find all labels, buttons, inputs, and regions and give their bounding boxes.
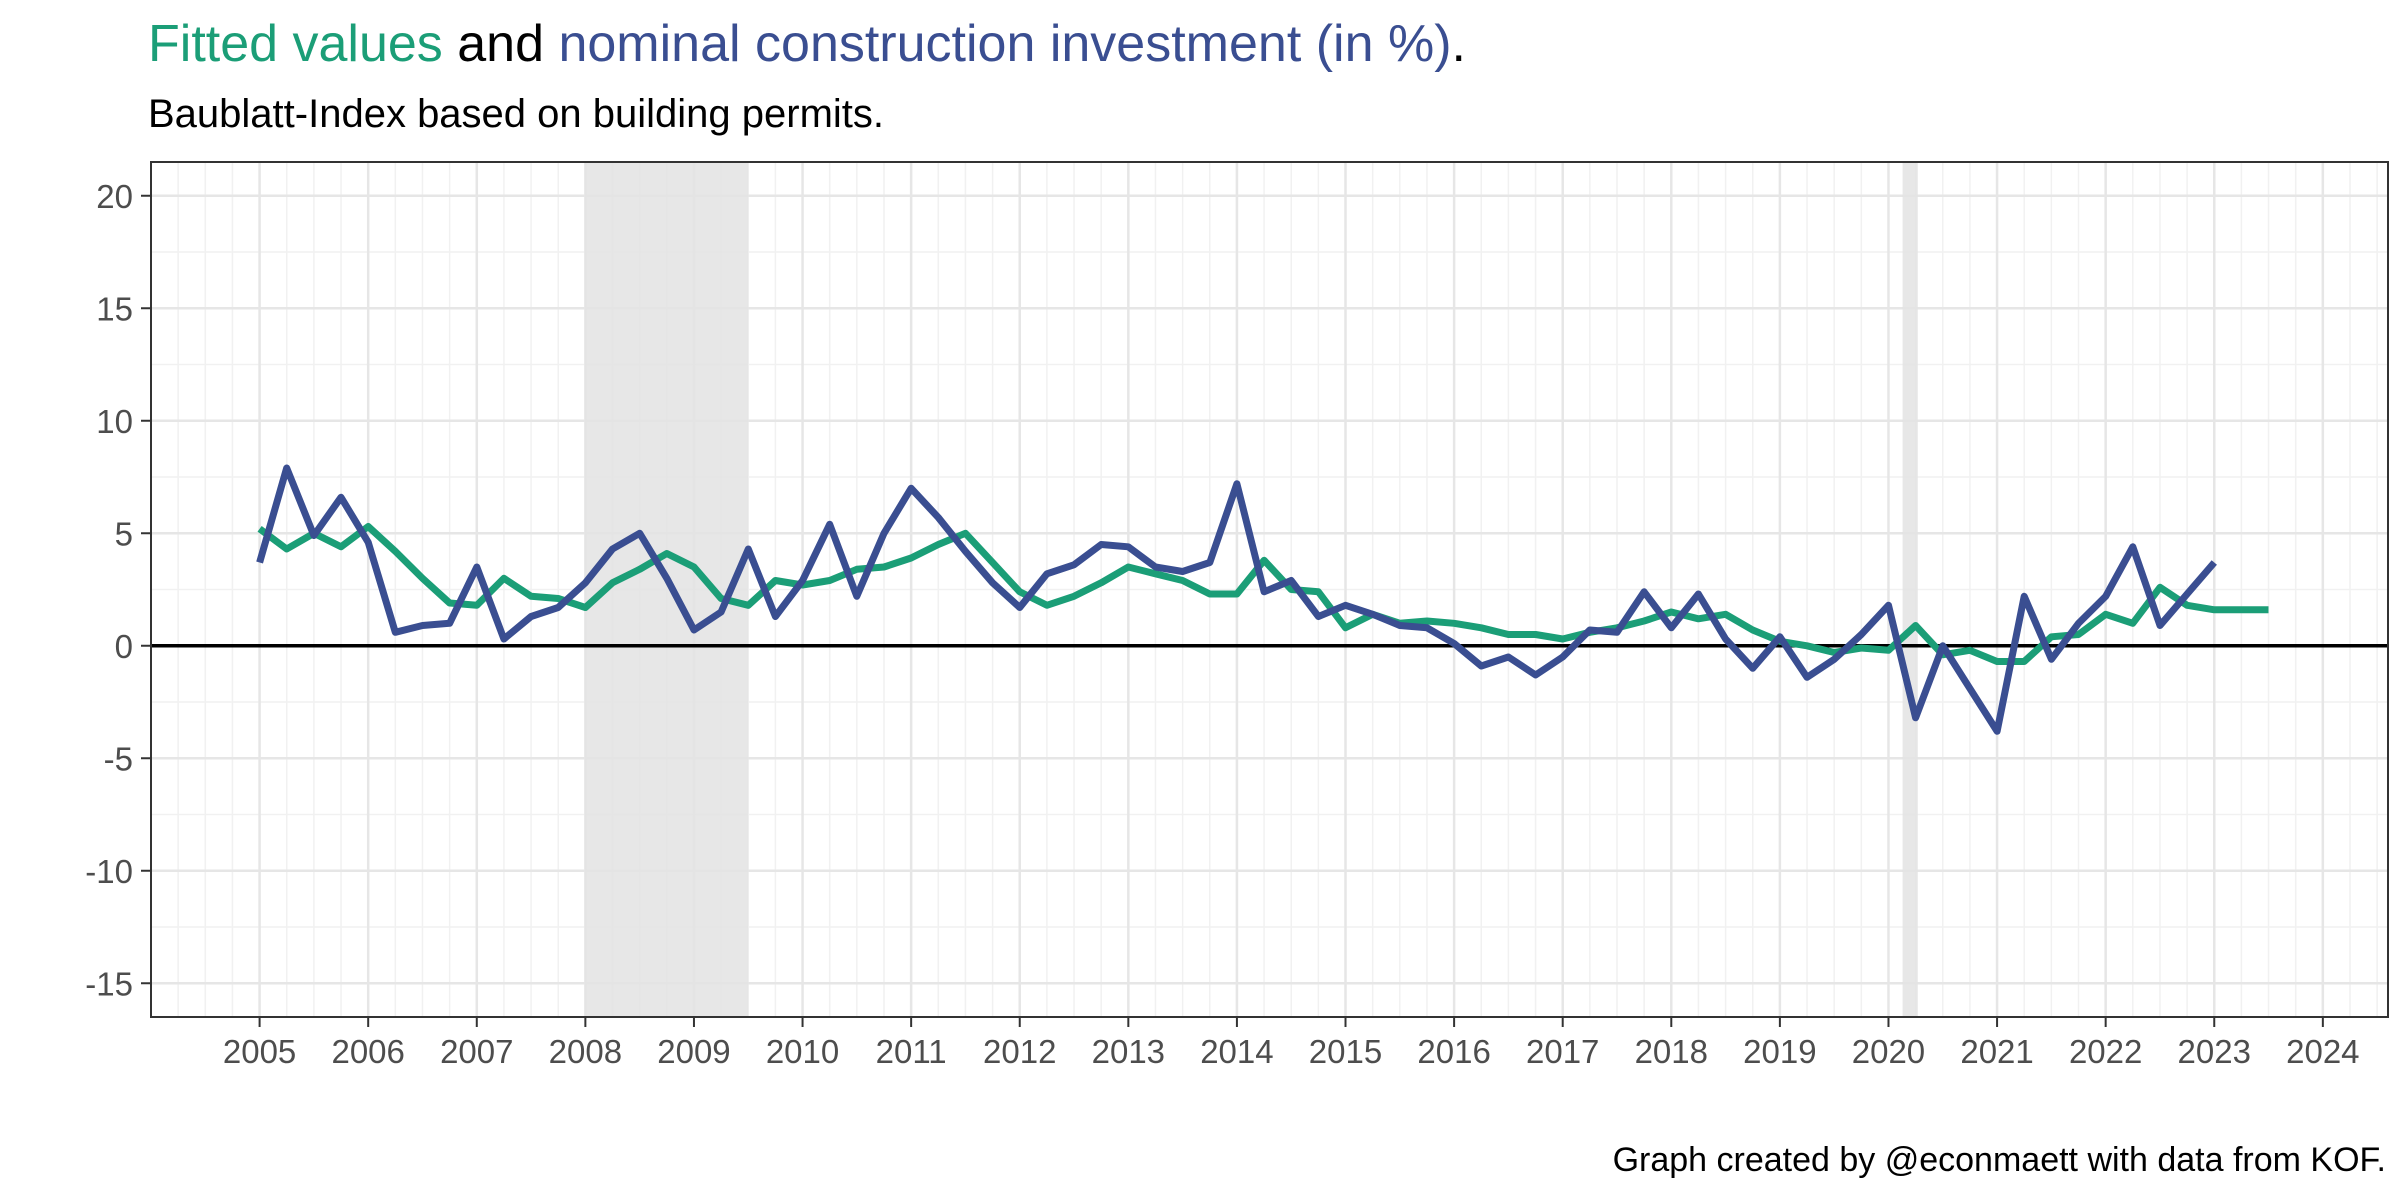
chart-caption: Graph created by @econmaett with data fr…	[1612, 1141, 2386, 1179]
shaded-period-1	[585, 162, 749, 1017]
y-tick-label: 15	[96, 290, 133, 327]
x-tick-label: 2014	[1200, 1033, 1273, 1070]
x-tick-label: 2009	[657, 1033, 730, 1070]
x-tick-label: 2006	[331, 1033, 404, 1070]
title-period: .	[1451, 15, 1466, 73]
x-tick-label: 2008	[549, 1033, 622, 1070]
x-tick-label: 2013	[1092, 1033, 1165, 1070]
x-tick-label: 2020	[1852, 1033, 1925, 1070]
title-fitted-values: Fitted values	[148, 15, 443, 73]
series-line-actual	[256, 464, 2217, 735]
x-tick-label: 2017	[1526, 1033, 1599, 1070]
x-tick-label: 2023	[2178, 1033, 2251, 1070]
y-tick-label: 20	[96, 178, 133, 215]
y-tick-label: 10	[96, 403, 133, 440]
x-tick-label: 2024	[2286, 1033, 2359, 1070]
plot-panel-border	[150, 161, 2389, 1018]
x-tick-label: 2007	[440, 1033, 513, 1070]
x-tick-label: 2012	[983, 1033, 1056, 1070]
y-tick-label: -15	[85, 965, 133, 1002]
x-tick-label: 2005	[223, 1033, 296, 1070]
y-tick-label: -5	[104, 740, 133, 777]
x-tick-label: 2011	[876, 1033, 947, 1070]
chart-title: Fitted values and nominal construction i…	[148, 10, 1466, 78]
chart-subtitle: Baublatt-Index based on building permits…	[148, 92, 885, 136]
x-tick-label: 2010	[766, 1033, 839, 1070]
x-tick-label: 2018	[1635, 1033, 1708, 1070]
x-tick-label: 2019	[1743, 1033, 1816, 1070]
series-line-fitted	[257, 523, 2269, 665]
x-tick-label: 2015	[1309, 1033, 1382, 1070]
title-construction-investment: nominal construction investment (in %)	[558, 15, 1452, 73]
y-tick-label: -10	[85, 853, 133, 890]
y-tick-label: 0	[115, 628, 133, 665]
x-tick-label: 2022	[2069, 1033, 2142, 1070]
x-tick-label: 2016	[1417, 1033, 1490, 1070]
title-connector: and	[442, 15, 559, 73]
y-tick-label: 5	[115, 515, 133, 552]
shaded-period-2	[1902, 162, 1918, 1017]
x-tick-label: 2021	[1960, 1033, 2033, 1070]
